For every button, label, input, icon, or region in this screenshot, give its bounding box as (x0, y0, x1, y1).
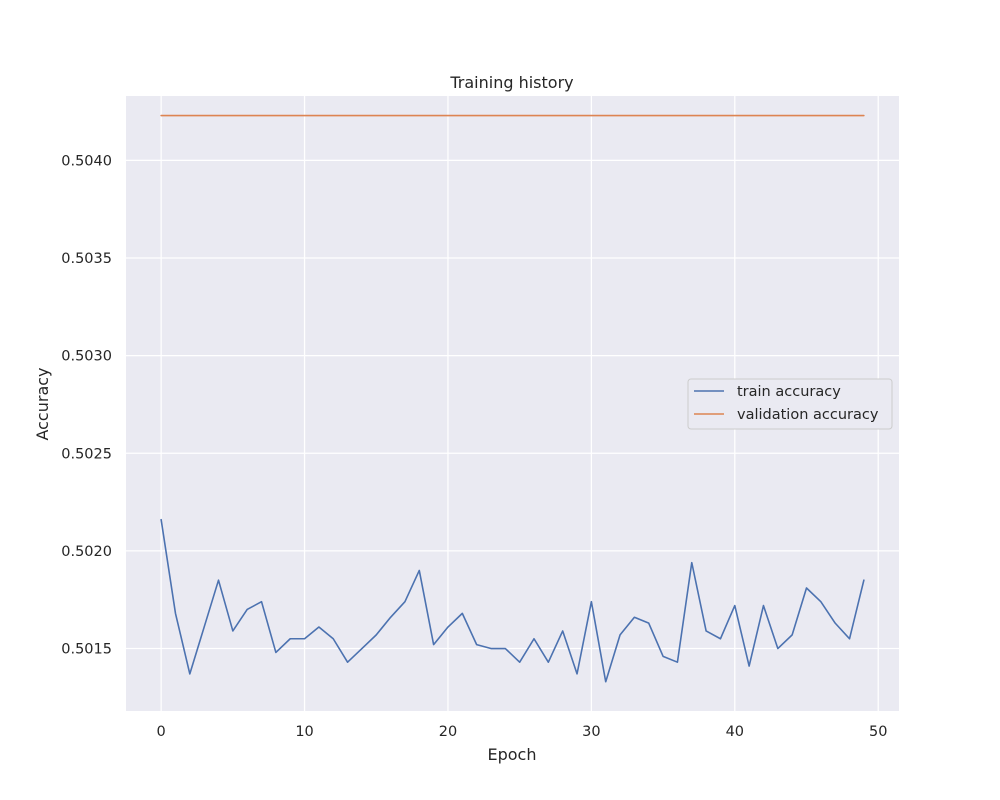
chart-title: Training history (449, 73, 573, 92)
y-axis-ticks: 0.5015 0.5020 0.5025 0.5030 0.5035 0.5040 (61, 153, 112, 657)
y-tick-label: 0.5030 (61, 349, 112, 365)
x-tick-label: 40 (726, 724, 744, 740)
legend: train accuracy validation accuracy (687, 378, 893, 430)
legend-box (687, 378, 893, 430)
x-tick-label: 20 (439, 724, 457, 740)
x-tick-label: 30 (582, 724, 600, 740)
x-axis-label: Epoch (488, 745, 537, 764)
y-tick-label: 0.5035 (61, 251, 112, 267)
x-axis-ticks: 0 10 20 30 40 50 (157, 724, 888, 740)
x-tick-label: 10 (295, 724, 313, 740)
series-line-train-accuracy (160, 518, 865, 683)
grid (126, 96, 899, 711)
y-tick-label: 0.5020 (61, 544, 112, 560)
series-lines (160, 114, 865, 683)
legend-label-train-accuracy: train accuracy (737, 384, 841, 400)
legend-label-validation-accuracy: validation accuracy (737, 407, 879, 423)
y-tick-label: 0.5025 (61, 446, 112, 462)
y-tick-label: 0.5040 (61, 153, 112, 169)
y-axis-label: Accuracy (33, 367, 52, 440)
y-tick-label: 0.5015 (61, 642, 112, 658)
x-tick-label: 50 (869, 724, 887, 740)
x-tick-label: 0 (157, 724, 166, 740)
